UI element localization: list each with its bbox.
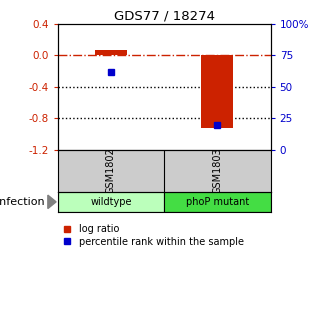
Title: GDS77 / 18274: GDS77 / 18274 (114, 9, 215, 23)
Text: phoP mutant: phoP mutant (186, 197, 249, 207)
Text: wildtype: wildtype (90, 197, 132, 207)
Legend: log ratio, percentile rank within the sample: log ratio, percentile rank within the sa… (56, 223, 245, 248)
Text: GSM1803: GSM1803 (213, 148, 222, 194)
Bar (164, 192, 271, 212)
Bar (201, 55, 233, 128)
Text: infection: infection (0, 197, 45, 207)
Bar (95, 50, 127, 55)
Text: GSM1802: GSM1802 (106, 148, 116, 194)
Bar (58, 192, 164, 212)
